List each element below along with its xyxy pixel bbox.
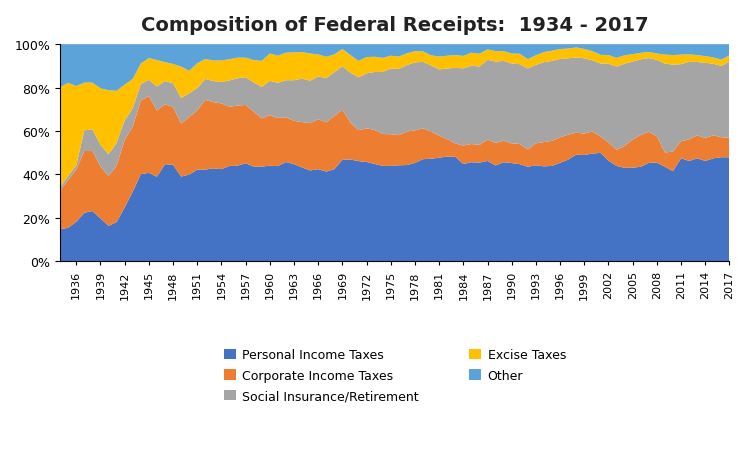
Title: Composition of Federal Receipts:  1934 - 2017: Composition of Federal Receipts: 1934 - … bbox=[141, 16, 649, 35]
Legend: Personal Income Taxes, Corporate Income Taxes, Social Insurance/Retirement, Exci: Personal Income Taxes, Corporate Income … bbox=[219, 344, 571, 407]
